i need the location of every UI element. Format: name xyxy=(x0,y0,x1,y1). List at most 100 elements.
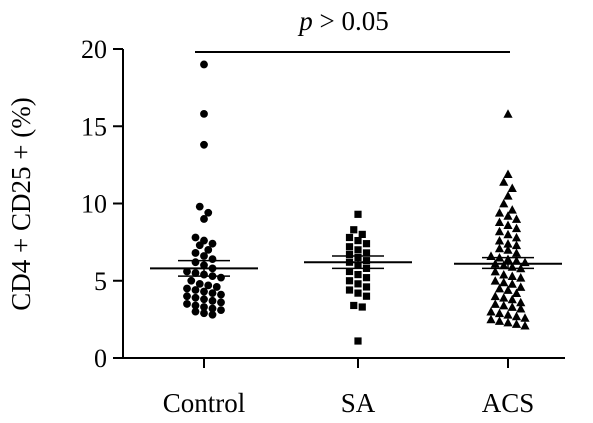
triangle-point xyxy=(486,251,496,260)
p-value-text: > 0.05 xyxy=(313,6,389,36)
circle-point xyxy=(200,252,208,260)
square-point xyxy=(354,289,362,297)
triangle-point xyxy=(511,232,522,242)
triangle-point xyxy=(494,308,505,318)
triangle-point xyxy=(503,229,513,239)
circle-point xyxy=(208,239,217,248)
triangle-point xyxy=(507,271,517,281)
triangle-point xyxy=(503,211,513,220)
x-category-label: Control xyxy=(163,388,246,418)
triangle-point xyxy=(494,235,505,245)
circle-point xyxy=(200,287,208,296)
y-ticks: 0 5 10 15 20 xyxy=(81,35,123,373)
triangle-point xyxy=(507,302,517,311)
triangle-point xyxy=(511,223,522,233)
x-category-labels: Control SA ACS xyxy=(163,358,535,418)
square-point xyxy=(354,246,362,254)
triangle-point xyxy=(516,282,526,291)
triangle-point xyxy=(503,220,513,230)
circle-point xyxy=(200,295,208,304)
triangle-point xyxy=(494,316,505,325)
p-value-annotation: p > 0.05 xyxy=(297,6,388,36)
square-point xyxy=(358,303,366,311)
triangle-point xyxy=(503,109,513,118)
triangle-point xyxy=(520,313,530,322)
square-point xyxy=(362,257,371,265)
triangle-point xyxy=(516,303,526,313)
triangle-point xyxy=(499,260,509,270)
y-tick-label: 10 xyxy=(81,190,107,219)
triangle-point xyxy=(511,319,522,328)
triangle-point xyxy=(503,310,513,319)
circle-point xyxy=(200,109,208,118)
triangle-point xyxy=(503,191,513,200)
circle-point xyxy=(191,269,200,277)
circle-point xyxy=(191,258,200,267)
square-point xyxy=(354,270,362,279)
circle-point xyxy=(204,245,213,254)
square-point xyxy=(345,233,354,242)
circle-point xyxy=(217,273,225,282)
triangle-point xyxy=(511,288,522,298)
circle-point xyxy=(217,298,225,307)
triangle-point xyxy=(494,217,505,226)
triangle-point xyxy=(494,243,505,253)
triangle-point xyxy=(520,257,530,267)
triangle-point xyxy=(490,266,500,276)
circle-point xyxy=(208,304,217,313)
circle-point xyxy=(191,307,200,316)
triangle-point xyxy=(499,269,509,279)
triangle-point xyxy=(520,320,530,330)
square-point xyxy=(354,210,362,218)
square-point xyxy=(350,226,358,234)
circle-point xyxy=(200,60,208,69)
circle-point xyxy=(200,303,208,311)
triangle-point xyxy=(503,245,513,254)
circle-point xyxy=(183,292,191,301)
square-point xyxy=(345,243,354,251)
circle-point xyxy=(200,309,208,318)
p-letter: p xyxy=(297,6,313,36)
circle-point xyxy=(195,202,204,211)
triangle-point xyxy=(499,177,509,186)
triangle-point xyxy=(499,293,509,302)
square-point xyxy=(354,236,362,245)
triangle-point xyxy=(503,285,513,294)
triangle-point xyxy=(499,277,509,287)
circle-point xyxy=(212,283,221,291)
triangle-point xyxy=(490,299,500,308)
circle-point xyxy=(183,267,191,276)
triangle-point xyxy=(507,294,517,304)
square-point xyxy=(345,286,354,294)
circle-point xyxy=(208,289,217,298)
x-category-label: ACS xyxy=(482,388,535,418)
circle-point xyxy=(191,286,200,294)
triangle-point xyxy=(494,226,505,236)
triangle-point xyxy=(486,314,496,324)
data-points xyxy=(183,60,530,345)
triangle-point xyxy=(516,297,526,307)
circle-point xyxy=(208,255,217,264)
triangle-point xyxy=(503,317,513,327)
triangle-point xyxy=(507,205,517,214)
triangle-point xyxy=(507,279,517,288)
triangle-point xyxy=(494,283,505,293)
circle-point xyxy=(200,140,208,149)
circle-point xyxy=(187,276,196,285)
y-tick-label: 15 xyxy=(81,112,107,141)
square-point xyxy=(345,250,354,259)
triangle-point xyxy=(511,256,522,265)
square-point xyxy=(362,249,371,257)
circle-point xyxy=(208,310,217,319)
square-point xyxy=(354,280,362,288)
triangle-point xyxy=(516,273,526,282)
y-tick-label: 20 xyxy=(81,35,107,64)
square-point xyxy=(358,230,366,238)
circle-point xyxy=(204,208,213,217)
circle-point xyxy=(217,290,225,299)
mean-lines xyxy=(150,255,562,277)
triangle-point xyxy=(511,248,522,257)
y-tick-label: 5 xyxy=(94,267,107,296)
square-point xyxy=(362,274,371,282)
